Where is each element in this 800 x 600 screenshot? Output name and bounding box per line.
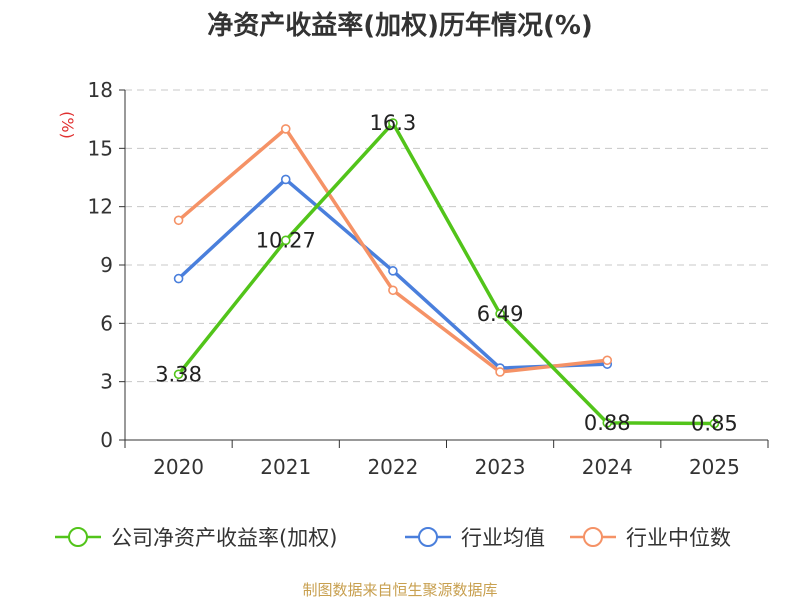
axes: 0 3 6 9 12 15 18 2020 2021 2022 2023 2024 2025 [88, 78, 769, 479]
legend-label: 行业中位数 [626, 526, 731, 550]
data-label: 6.49 [477, 302, 524, 326]
data-point [280, 235, 291, 246]
x-tick-label: 2023 [475, 455, 526, 479]
legend-label: 公司净资产收益率(加权) [111, 526, 337, 550]
x-tick-label: 2021 [260, 455, 311, 479]
data-point [173, 215, 184, 226]
data-label: 0.85 [691, 411, 738, 435]
y-axis-unit-label: (%) [58, 111, 77, 139]
data-point [709, 418, 720, 429]
legend-item-1[interactable]: 行业均值 [405, 526, 545, 550]
series-lines [173, 118, 720, 429]
legend-swatch-marker [583, 527, 603, 547]
data-label: 10.27 [256, 228, 316, 252]
y-tick-label: 3 [100, 370, 113, 394]
data-point [602, 418, 613, 428]
y-tick-label: 9 [100, 253, 113, 277]
data-point [602, 355, 613, 366]
data-point [388, 266, 398, 276]
y-tick-label: 6 [100, 311, 113, 335]
source-note: 制图数据来自恒生聚源数据库 [302, 581, 497, 599]
data-labels: 3.38 10.27 16.3 6.49 0.88 0.85 [155, 111, 738, 435]
x-tick-label: 2024 [582, 455, 633, 479]
legend-swatch-marker [68, 527, 88, 547]
legend-swatch-marker [418, 527, 438, 547]
data-label: 0.88 [584, 411, 631, 435]
data-point [173, 369, 184, 380]
data-point [280, 174, 291, 185]
data-label: 3.38 [155, 362, 202, 386]
data-label: 16.3 [370, 111, 417, 135]
legend-label: 行业均值 [461, 526, 545, 550]
data-point [388, 285, 398, 296]
y-tick-label: 15 [88, 136, 113, 160]
series-line-0 [177, 121, 715, 426]
x-tick-label: 2022 [367, 455, 418, 479]
gridlines [125, 89, 768, 383]
data-point [495, 367, 505, 377]
data-point [388, 118, 398, 128]
data-point [173, 273, 184, 284]
x-tick-label: 2020 [153, 455, 204, 479]
x-tick-label: 2025 [689, 455, 740, 479]
data-point [495, 309, 505, 319]
y-tick-label: 0 [100, 428, 113, 452]
y-tick-label: 12 [88, 195, 113, 219]
series-line-2 [177, 127, 608, 374]
legend[interactable]: 公司净资产收益率(加权) 行业均值 行业中位数 [55, 526, 731, 550]
legend-item-2[interactable]: 行业中位数 [570, 526, 731, 550]
data-point [280, 124, 291, 134]
chart-title: 净资产收益率(加权)历年情况(%) [207, 10, 593, 41]
legend-item-0[interactable]: 公司净资产收益率(加权) [55, 526, 337, 550]
y-tick-label: 18 [88, 78, 113, 102]
